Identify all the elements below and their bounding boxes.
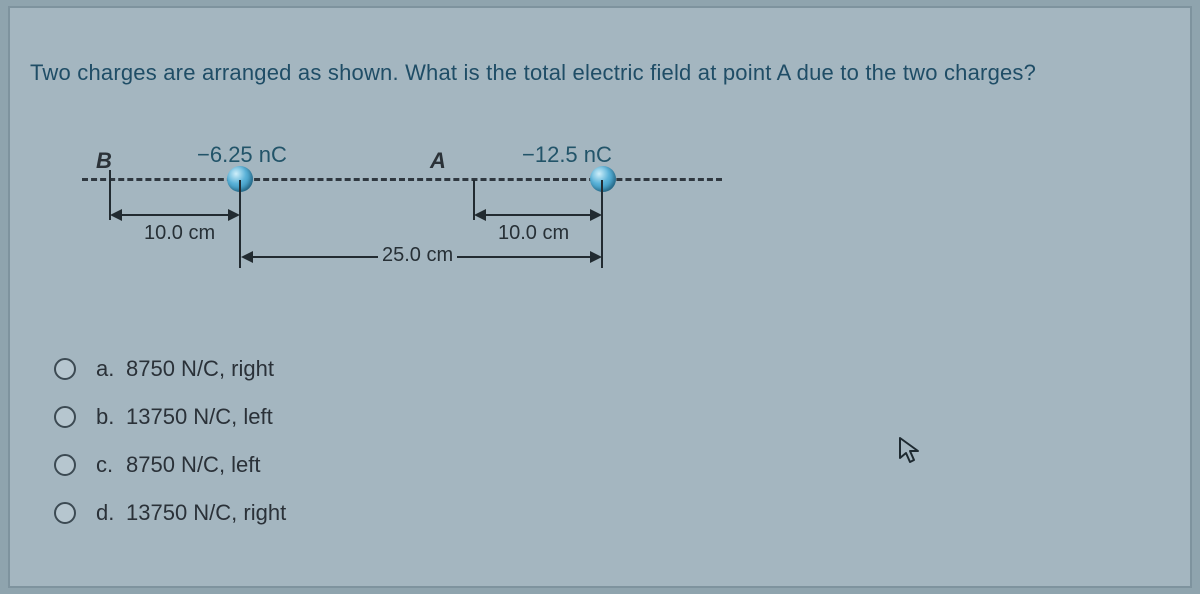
option-text: 13750 N/C, right — [126, 500, 286, 526]
radio-icon[interactable] — [54, 406, 76, 428]
charge2-label: −12.5 nC — [522, 142, 612, 168]
dim2-text: 10.0 cm — [498, 222, 569, 245]
dim1-line — [112, 214, 238, 216]
option-key: a. — [96, 356, 126, 382]
option-key: d. — [96, 500, 126, 526]
point-a-label: A — [430, 148, 446, 174]
dim3-text: 25.0 cm — [378, 244, 457, 267]
dim2-line — [476, 214, 600, 216]
charge-diagram: B A −6.25 nC −12.5 nC 10.0 cm 10.0 cm 25… — [82, 126, 722, 306]
cursor-icon — [898, 436, 922, 471]
option-text: 13750 N/C, left — [126, 404, 273, 430]
charge2-dot — [590, 166, 616, 192]
question-text: Two charges are arranged as shown. What … — [30, 60, 1036, 86]
answer-options: a. 8750 N/C, right b. 13750 N/C, left c.… — [54, 356, 286, 548]
option-b[interactable]: b. 13750 N/C, left — [54, 404, 286, 430]
option-text: 8750 N/C, left — [126, 452, 261, 478]
charge1-label: −6.25 nC — [197, 142, 287, 168]
option-a[interactable]: a. 8750 N/C, right — [54, 356, 286, 382]
axis-dashed-line — [82, 178, 722, 181]
option-key: c. — [96, 452, 126, 478]
radio-icon[interactable] — [54, 454, 76, 476]
radio-icon[interactable] — [54, 358, 76, 380]
dim1-text: 10.0 cm — [144, 222, 215, 245]
option-d[interactable]: d. 13750 N/C, right — [54, 500, 286, 526]
option-c[interactable]: c. 8750 N/C, left — [54, 452, 286, 478]
radio-icon[interactable] — [54, 502, 76, 524]
option-text: 8750 N/C, right — [126, 356, 274, 382]
question-panel: Two charges are arranged as shown. What … — [8, 6, 1192, 588]
option-key: b. — [96, 404, 126, 430]
